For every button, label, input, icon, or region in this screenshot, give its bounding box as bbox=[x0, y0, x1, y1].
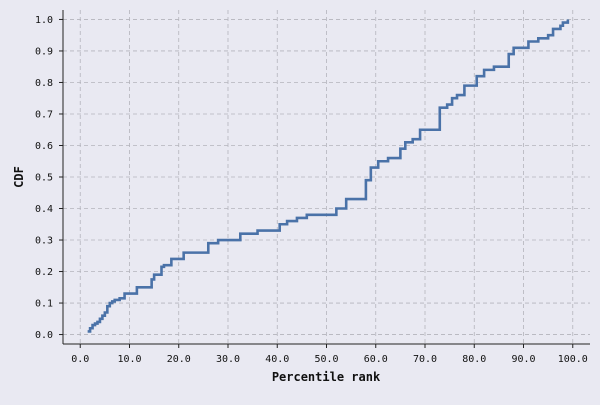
y-tick-label: 0.4 bbox=[35, 204, 53, 215]
x-tick-label: 20.0 bbox=[167, 354, 191, 365]
y-tick-label: 0.7 bbox=[35, 109, 53, 120]
y-tick-label: 1.0 bbox=[35, 15, 53, 26]
x-tick-label: 40.0 bbox=[265, 354, 289, 365]
x-tick-label: 50.0 bbox=[314, 354, 338, 365]
x-tick-label: 10.0 bbox=[117, 354, 141, 365]
x-tick-label: 90.0 bbox=[511, 354, 535, 365]
y-tick-label: 0.3 bbox=[35, 236, 53, 247]
cdf-series-line bbox=[87, 19, 570, 333]
x-tick-label: 70.0 bbox=[413, 354, 437, 365]
x-ticks: 0.0 10.0 20.0 30.0 40.0 50.0 60.0 70.0 80.0 90.0 1… bbox=[71, 344, 588, 365]
x-tick-label: 30.0 bbox=[216, 354, 240, 365]
y-axis-title: CDF bbox=[12, 166, 26, 188]
x-tick-label: 0.0 bbox=[71, 354, 89, 365]
x-tick-label: 80.0 bbox=[462, 354, 486, 365]
y-tick-label: 0.2 bbox=[35, 267, 53, 278]
y-tick-label: 0.6 bbox=[35, 141, 53, 152]
y-tick-label: 0.1 bbox=[35, 299, 53, 310]
y-tick-label: 0.0 bbox=[35, 330, 53, 341]
grid-lines bbox=[63, 10, 590, 344]
y-tick-label: 0.9 bbox=[35, 46, 53, 57]
x-tick-label: 60.0 bbox=[364, 354, 388, 365]
x-axis-title: Percentile rank bbox=[272, 370, 381, 384]
y-tick-label: 0.8 bbox=[35, 78, 53, 89]
x-tick-label: 100.0 bbox=[558, 354, 588, 365]
y-tick-label: 0.5 bbox=[35, 173, 53, 184]
series-layer bbox=[87, 19, 570, 333]
y-ticks: 0.0 0.1 0.2 0.3 0.4 0.5 0.6 0.7 0.8 0.9 1.0 bbox=[35, 15, 63, 341]
